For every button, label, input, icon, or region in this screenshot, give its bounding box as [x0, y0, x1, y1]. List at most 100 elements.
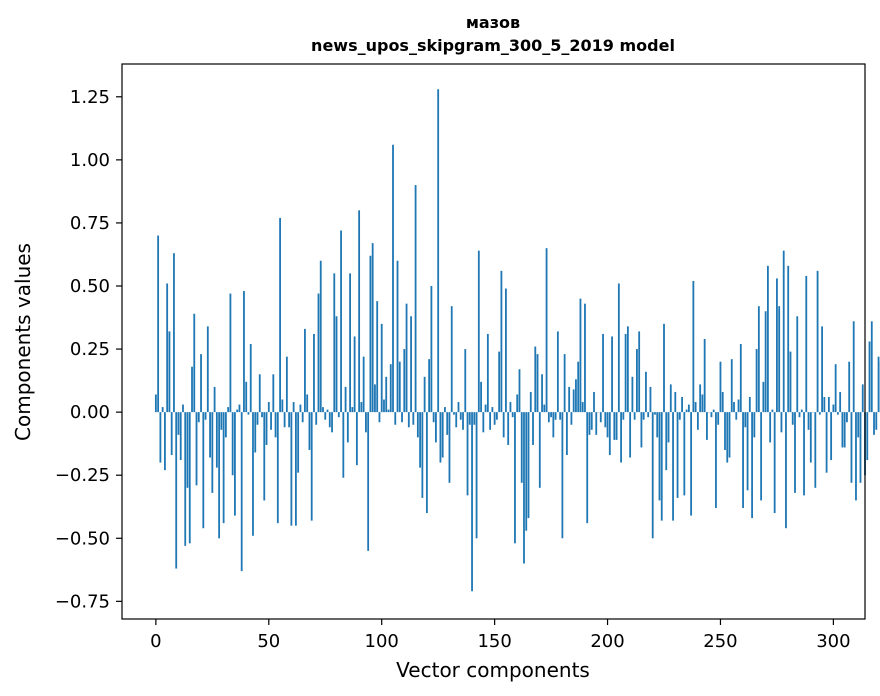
bar: [572, 389, 575, 413]
bar: [656, 412, 659, 438]
bar: [326, 409, 329, 413]
bar: [726, 412, 729, 463]
bar: [344, 386, 347, 413]
bar: [509, 402, 512, 413]
bar: [243, 291, 245, 413]
bar: [324, 412, 327, 420]
bar: [757, 306, 760, 413]
bar: [353, 336, 356, 413]
bar: [191, 366, 193, 413]
bar: [164, 412, 166, 471]
bar: [331, 412, 333, 433]
bar: [764, 311, 767, 413]
bar: [306, 394, 309, 413]
bar: [611, 336, 613, 413]
bar: [563, 354, 566, 413]
bar: [532, 412, 534, 445]
bar: [647, 412, 650, 418]
y-tick-label: 0.00: [70, 402, 110, 423]
bar: [410, 316, 412, 413]
bar: [392, 144, 394, 413]
bar: [602, 333, 604, 413]
bar: [319, 260, 322, 413]
bar: [261, 412, 263, 418]
bar: [249, 344, 252, 413]
bar: [505, 288, 507, 413]
bar: [315, 412, 318, 425]
bar: [252, 412, 254, 536]
bar: [712, 409, 715, 413]
bar: [407, 412, 410, 428]
bar: [157, 235, 160, 413]
bar: [498, 351, 501, 413]
bar: [850, 412, 853, 483]
bar: [209, 412, 211, 458]
bar: [622, 412, 625, 420]
x-tick-label: 300: [816, 631, 850, 652]
bar: [821, 326, 823, 413]
bar: [177, 412, 180, 435]
bar: [703, 338, 706, 413]
bar: [654, 412, 656, 415]
x-axis-label: Vector components: [396, 658, 590, 682]
bar: [419, 412, 422, 468]
bar: [166, 283, 169, 413]
bar: [468, 412, 471, 425]
bar: [211, 412, 214, 493]
bar: [805, 275, 808, 413]
bar: [367, 412, 370, 551]
bar: [841, 412, 844, 448]
bar: [584, 303, 586, 413]
bar: [346, 412, 349, 443]
bar: [507, 412, 510, 445]
bar: [667, 412, 670, 443]
bar: [204, 412, 207, 420]
bar: [687, 404, 690, 413]
bar: [423, 376, 426, 413]
bar: [877, 356, 880, 413]
bar: [231, 412, 234, 476]
bar: [715, 412, 717, 508]
bar: [502, 412, 505, 438]
bar: [762, 381, 765, 413]
bar: [491, 407, 494, 413]
bar: [640, 412, 643, 448]
bar: [168, 331, 171, 413]
bar: [550, 412, 552, 418]
bar: [719, 361, 722, 413]
bar: [182, 404, 184, 413]
bar: [500, 270, 503, 413]
bar: [480, 381, 482, 413]
bar: [798, 412, 801, 418]
bar: [672, 412, 674, 521]
bar: [477, 250, 480, 413]
bar: [751, 412, 753, 519]
bar: [861, 384, 864, 413]
bar: [297, 412, 300, 473]
bar: [195, 412, 198, 486]
bar: [240, 412, 243, 572]
bar: [288, 412, 291, 428]
bar: [848, 361, 851, 413]
bar: [265, 412, 268, 445]
bar: [349, 273, 351, 413]
bar: [663, 323, 665, 413]
bar: [378, 412, 381, 423]
bar: [518, 369, 521, 413]
bar: [852, 321, 855, 413]
bar: [604, 412, 607, 428]
bar: [206, 326, 209, 413]
bar: [220, 412, 223, 430]
bar: [283, 412, 286, 428]
bar: [593, 391, 595, 413]
bar: [351, 407, 354, 413]
bar: [846, 412, 848, 423]
bar: [728, 412, 731, 458]
bar: [383, 399, 385, 413]
y-tick-label: 0.75: [70, 213, 110, 234]
bar: [279, 217, 281, 413]
bar: [782, 250, 785, 413]
bar: [475, 412, 478, 539]
bar: [642, 412, 645, 420]
bar: [636, 349, 638, 413]
